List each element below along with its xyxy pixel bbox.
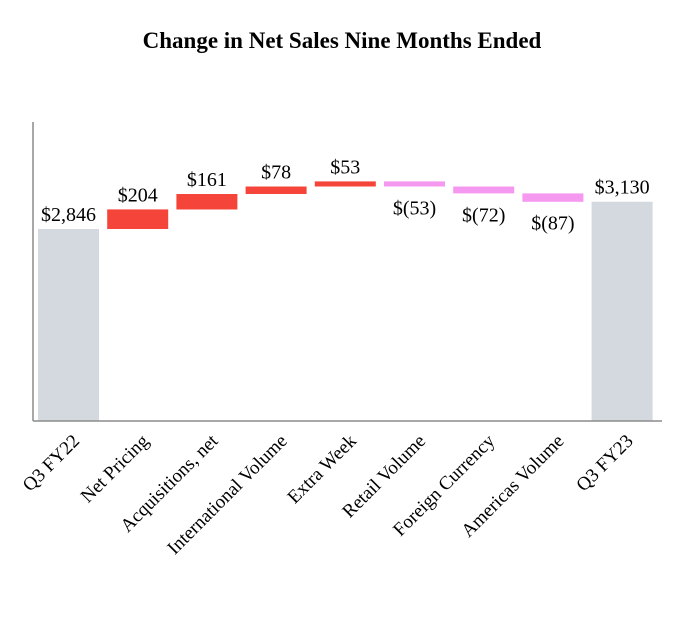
value-label: $(53) bbox=[393, 198, 436, 220]
value-label: $53 bbox=[330, 156, 360, 178]
bar-extra-week bbox=[314, 181, 376, 187]
bar-americas-volume bbox=[522, 193, 584, 202]
axis-layer bbox=[32, 122, 662, 422]
chart-title: Change in Net Sales Nine Months Ended bbox=[143, 28, 542, 53]
value-label: $161 bbox=[187, 169, 227, 191]
bar-q3-fy23 bbox=[591, 201, 653, 421]
bar-q3-fy22 bbox=[38, 229, 99, 421]
bar-net-pricing bbox=[107, 209, 169, 229]
category-label: Q3 FY22 bbox=[19, 431, 84, 496]
value-label: $78 bbox=[261, 162, 291, 184]
category-label: International Volume bbox=[163, 431, 291, 559]
value-labels-layer: $2,846 $204 $161 $78 $53 $(53) $(72) $(87) $3,13… bbox=[41, 156, 650, 234]
bar-retail-volume bbox=[384, 181, 445, 187]
value-label: $2,846 bbox=[41, 204, 96, 226]
value-label: $(87) bbox=[531, 213, 574, 235]
value-label: $3,130 bbox=[595, 177, 650, 199]
bars-layer bbox=[38, 181, 653, 421]
value-label: $(72) bbox=[462, 204, 505, 226]
bar-international-volume bbox=[245, 186, 307, 194]
value-label: $204 bbox=[118, 184, 158, 206]
bar-acquisitions-net bbox=[176, 194, 238, 210]
category-label: Q3 FY23 bbox=[572, 431, 637, 496]
bar-foreign-currency bbox=[453, 186, 515, 194]
